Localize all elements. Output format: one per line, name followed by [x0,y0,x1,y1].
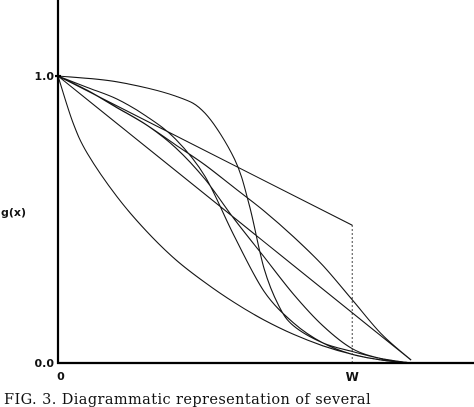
curve-series-7 [57,75,353,226]
curves-group [57,75,412,364]
y-tick-label-1: 1.0 [35,70,55,83]
curve-series-3 [57,75,412,364]
x-tick-label-w: W [346,370,359,384]
axes [55,0,474,365]
y-tick-label-0: 0.0 [35,357,55,370]
figure-caption: FIG. 3. Diagrammatic representation of s… [4,392,371,407]
x-tick-label-0: 0 [57,370,65,383]
curve-series-5 [57,75,412,364]
curve-series-1 [57,75,412,361]
y-axis-label: g(x) [1,206,26,219]
curve-series-6 [57,75,412,364]
